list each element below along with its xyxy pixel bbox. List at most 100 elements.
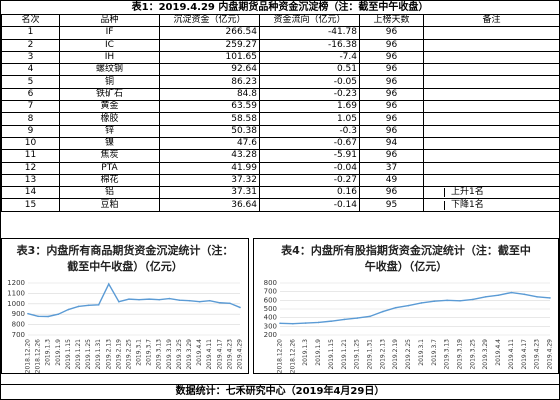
flow-cell: -0.3 — [259, 124, 360, 138]
note-cell — [423, 124, 560, 138]
series-line — [27, 282, 241, 318]
x-tick-label: 2019.4.4 — [495, 339, 502, 366]
x-tick-label: 2019.3.13 — [156, 339, 163, 370]
table-row: 3 IH 101.65 -7.4 96 — [1, 50, 560, 65]
name-cell: IF — [59, 26, 160, 40]
note-cell: 下降1名 — [423, 198, 560, 212]
data-point — [420, 302, 423, 304]
data-point — [87, 304, 90, 307]
data-point — [279, 322, 281, 325]
y-tick-label: 500 — [264, 305, 277, 313]
data-point — [128, 298, 130, 300]
flow-cell: -7.4 — [259, 50, 360, 65]
data-point — [394, 306, 397, 309]
note-cell — [423, 63, 560, 77]
x-tick-label: 2019.1.15 — [328, 339, 335, 370]
name-cell: 锌 — [59, 124, 160, 138]
name-cell: 铜 — [59, 75, 160, 89]
days-cell: 96 — [359, 87, 424, 102]
flow-cell: -0.23 — [259, 87, 360, 102]
data-point — [549, 297, 551, 299]
rank-cell: 2 — [1, 38, 60, 52]
table-row: 7 黄金 63.59 1.69 96 — [1, 100, 560, 114]
note-cell — [423, 50, 560, 65]
x-tick-label: 2019.4.11 — [508, 339, 515, 370]
flow-cell: 1.05 — [259, 112, 360, 126]
data-point — [343, 318, 346, 321]
data-point — [446, 299, 448, 302]
name-cell: 焦炭 — [59, 149, 160, 163]
fund-cell: 37.32 — [159, 173, 260, 188]
x-tick-label: 2019.4.17 — [521, 339, 528, 370]
name-cell: 螺纹钢 — [59, 63, 160, 77]
x-tick-label: 2019.4.11 — [206, 339, 213, 370]
rank-cell: 5 — [1, 75, 60, 89]
note-text: 上升1名 — [451, 187, 484, 198]
data-point — [407, 304, 410, 307]
header-flow: 资金流向（亿元） — [259, 13, 360, 28]
x-tick-label: 2019.4.4 — [196, 339, 203, 366]
table-row: 8 橡胶 58.58 1.05 96 — [1, 112, 560, 126]
data-point — [536, 296, 538, 298]
commodity-chart-title: 表3：内盘所有商品期货资金沉淀统计（注：截至中午收盘）（亿元） — [16, 244, 234, 273]
fund-cell: 92.64 — [159, 63, 260, 77]
rank-cell: 11 — [1, 149, 60, 163]
data-point — [304, 322, 307, 324]
rank-cell: 6 — [1, 87, 60, 102]
data-point — [472, 298, 474, 301]
y-tick-label: 300 — [264, 322, 277, 330]
flow-cell: 1.69 — [259, 100, 360, 114]
x-tick-label: 2019.2.25 — [125, 339, 132, 370]
data-point — [229, 302, 231, 305]
name-cell: 橡胶 — [59, 112, 160, 126]
name-cell: 棉花 — [59, 173, 160, 188]
x-tick-label: 2019.4.23 — [534, 339, 541, 370]
note-text: 下降1名 — [451, 199, 484, 210]
x-tick-label: 2019.1.31 — [367, 339, 374, 370]
y-tick-label: 900 — [12, 310, 25, 318]
fund-cell: 63.59 — [159, 100, 260, 114]
data-point — [97, 304, 100, 306]
name-cell: 豆粕 — [59, 198, 160, 212]
note-cell — [423, 87, 560, 102]
y-tick-label: 1000 — [7, 300, 25, 308]
fund-cell: 47.6 — [159, 136, 260, 151]
index-chart-panel: 表4：内盘所有股指期货资金沉淀统计（注：截至中午收盘）（亿元） 200 300 40… — [253, 238, 559, 374]
x-tick-label: 2019.1.25 — [85, 339, 92, 370]
rank-cell: 4 — [1, 63, 60, 77]
flow-cell: 0.16 — [259, 186, 360, 200]
note-cell — [423, 149, 560, 163]
commodity-chart: 700 800 900 1000 1100 1200 2018.12.20 2018.12.2… — [7, 279, 243, 373]
fund-cell: 266.54 — [159, 26, 260, 40]
flow-cell: -0.27 — [259, 173, 360, 188]
note-cell — [423, 100, 560, 114]
data-point — [158, 298, 161, 301]
data-point — [27, 312, 29, 315]
days-cell: 95 — [359, 198, 424, 212]
x-tick-label: 2019.1.31 — [95, 339, 102, 370]
x-tick-label: 2019.3.25 — [469, 339, 476, 370]
table-row: 9 锌 50.38 -0.3 96 — [1, 124, 560, 138]
data-point — [382, 310, 384, 313]
x-tick-label: 2019.4.23 — [226, 339, 233, 370]
data-point — [369, 315, 371, 318]
data-point — [107, 283, 110, 285]
days-cell: 96 — [359, 38, 424, 52]
rank-cell: 14 — [1, 186, 60, 200]
x-tick-label: 2019.1.3 — [302, 339, 309, 366]
name-cell: 铝 — [59, 186, 160, 200]
table-row: 15 豆粕 36.64 -0.14 95 下降1名 — [1, 198, 560, 212]
table-row: 4 螺纹钢 92.64 0.51 96 — [1, 63, 560, 77]
flow-cell: -0.05 — [259, 75, 360, 89]
fund-cell: 41.99 — [159, 161, 260, 175]
days-cell: 96 — [359, 186, 424, 200]
days-cell: 37 — [359, 161, 424, 175]
data-point — [168, 297, 171, 300]
days-cell: 96 — [359, 149, 424, 163]
days-cell: 94 — [359, 136, 424, 151]
commodity-chart-panel: 表3：内盘所有商品期货资金沉淀统计（注：截至中午收盘）（亿元） 700 800 90… — [1, 238, 249, 374]
data-point — [118, 300, 120, 303]
days-cell: 96 — [359, 124, 424, 138]
table-row: 14 铝 37.31 0.16 96 上升1名 — [1, 186, 560, 200]
